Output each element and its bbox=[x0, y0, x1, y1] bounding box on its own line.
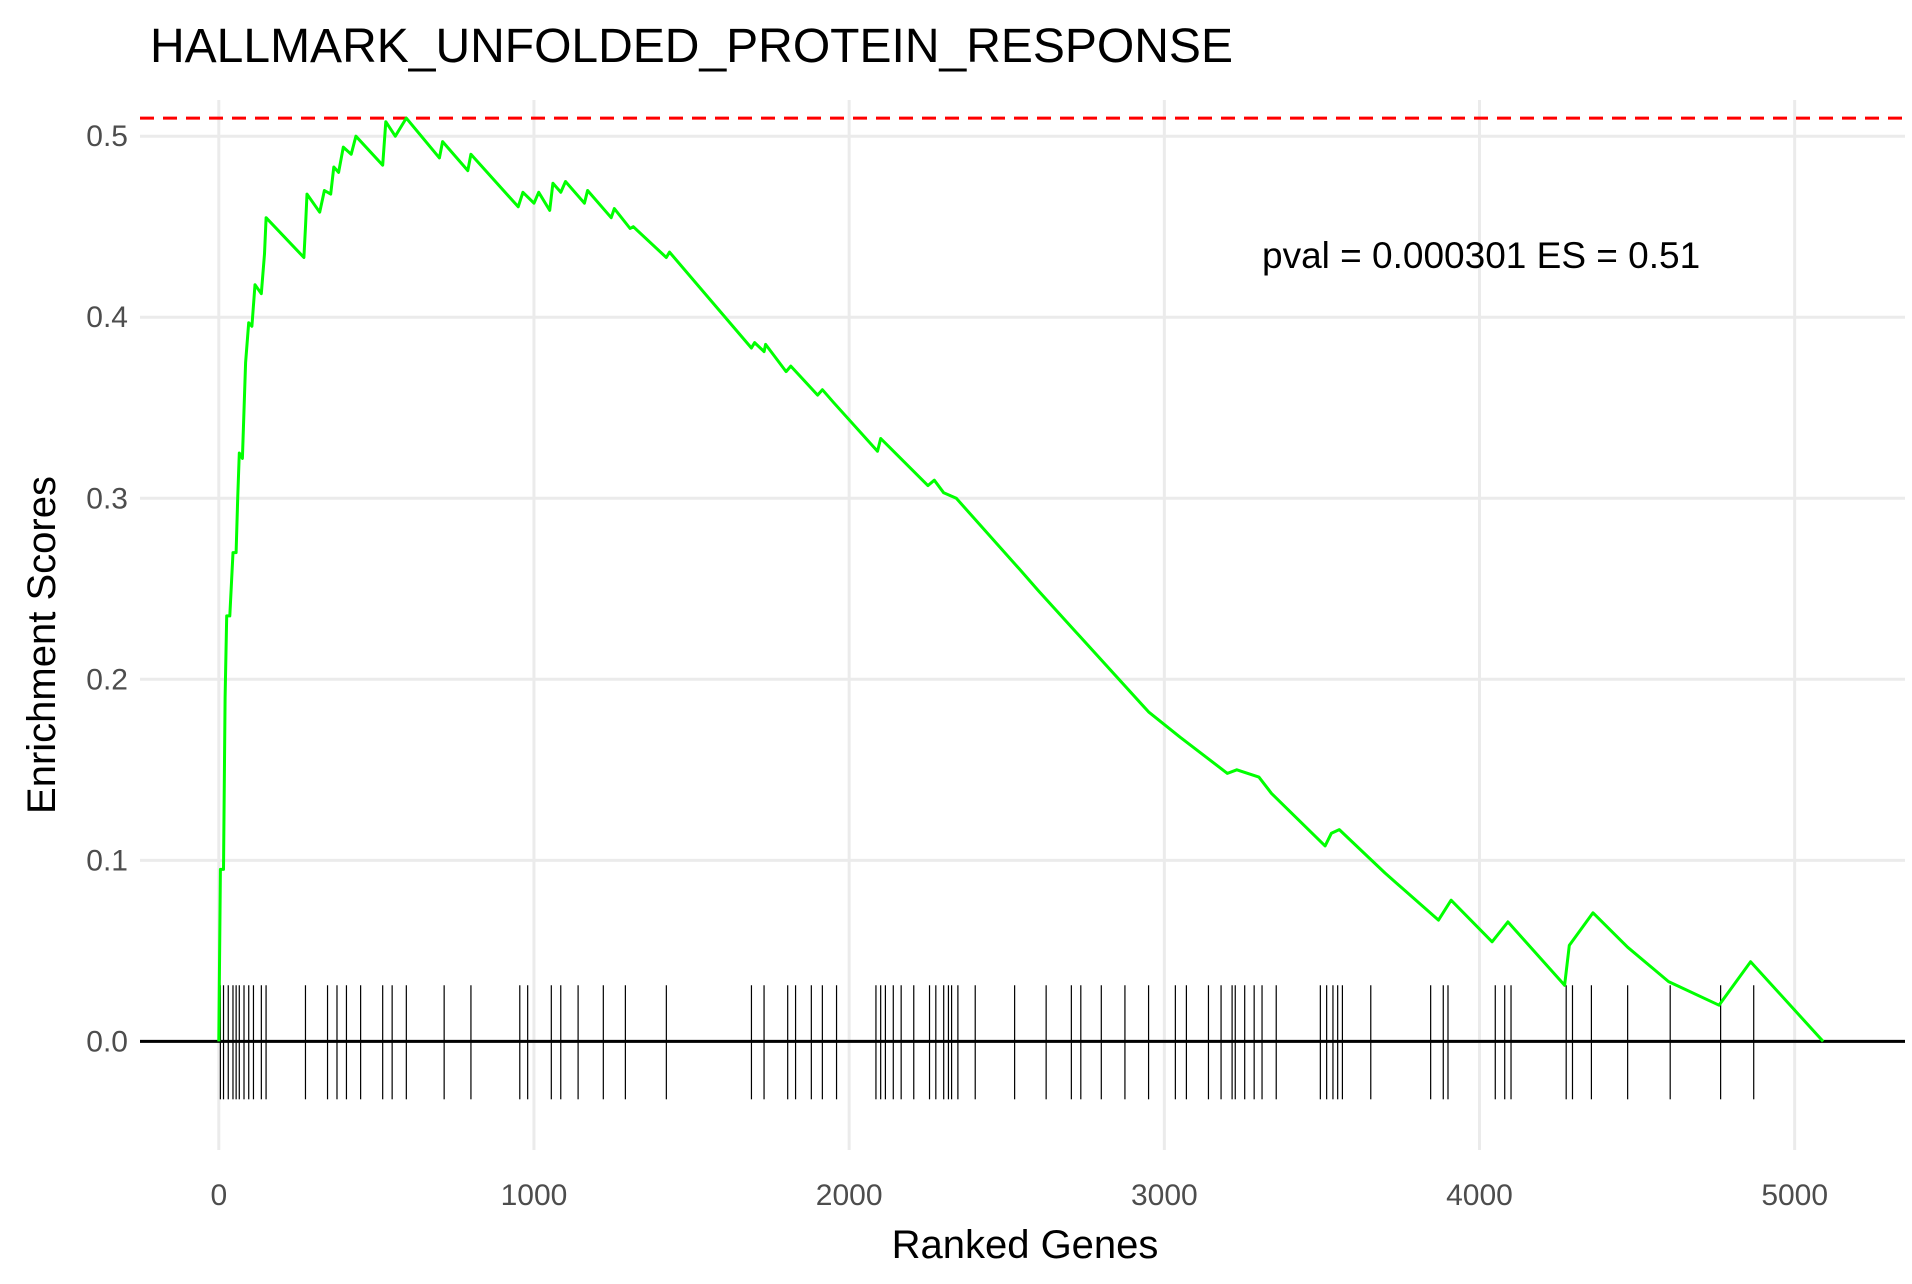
x-axis-title: Ranked Genes bbox=[892, 1223, 1159, 1267]
x-tick-label: 2000 bbox=[816, 1179, 883, 1212]
stats-annotation: pval = 0.000301 ES = 0.51 bbox=[1262, 235, 1700, 276]
x-tick-label: 3000 bbox=[1131, 1179, 1198, 1212]
y-tick-label: 0.1 bbox=[86, 844, 128, 877]
y-tick-label: 0.5 bbox=[86, 120, 128, 153]
y-axis-ticks: 0.0 0.1 0.2 0.3 0.4 0.5 bbox=[86, 120, 128, 1058]
y-tick-label: 0.0 bbox=[86, 1025, 128, 1058]
x-tick-label: 0 bbox=[210, 1179, 227, 1212]
x-tick-label: 1000 bbox=[501, 1179, 568, 1212]
x-tick-label: 4000 bbox=[1446, 1179, 1513, 1212]
enrichment-score-curve bbox=[217, 116, 1825, 1043]
y-tick-label: 0.2 bbox=[86, 663, 128, 696]
y-tick-label: 0.4 bbox=[86, 301, 128, 334]
x-axis-ticks: 0 1000 2000 3000 4000 5000 bbox=[210, 1179, 1828, 1212]
x-tick-label: 5000 bbox=[1761, 1179, 1828, 1212]
y-tick-label: 0.3 bbox=[86, 482, 128, 515]
y-axis-title: Enrichment Scores bbox=[20, 476, 64, 814]
chart-title: HALLMARK_UNFOLDED_PROTEIN_RESPONSE bbox=[150, 20, 1233, 73]
